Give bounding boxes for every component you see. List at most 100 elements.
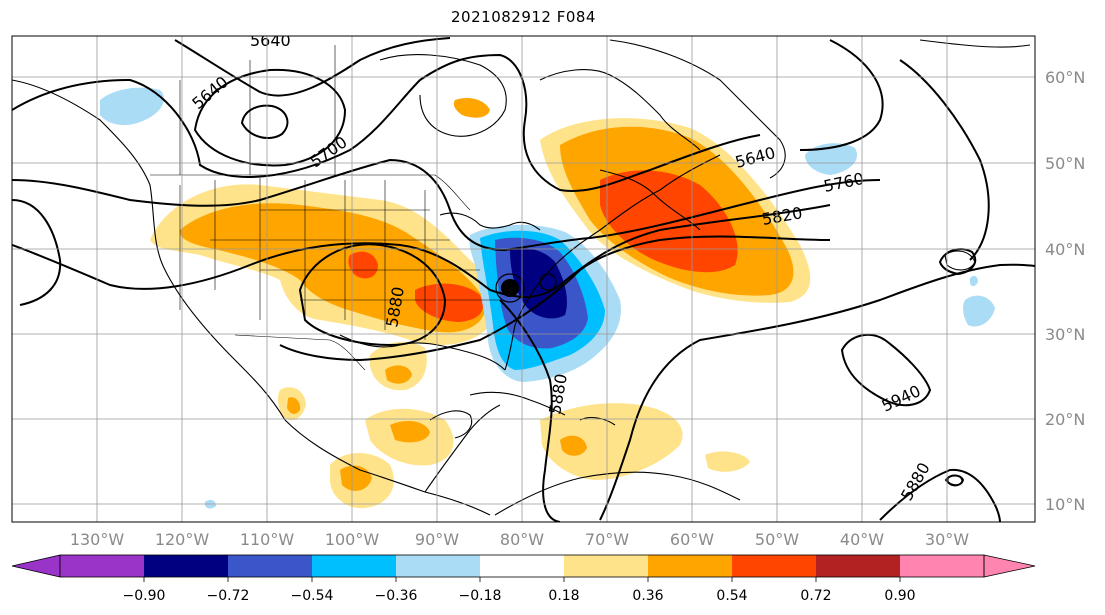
colorbar-segment — [312, 555, 396, 577]
contour-5880-small-azores — [938, 248, 977, 276]
lat-label: 30°N — [1045, 325, 1085, 344]
colorbar-tick-label: −0.72 — [207, 588, 250, 604]
colorbar-tick-label: 0.18 — [548, 588, 579, 604]
colorbar-tick-label: 0.72 — [800, 588, 831, 604]
positive-anomaly-light — [453, 98, 490, 118]
coastline-east-north-america — [514, 154, 721, 326]
map-content: 5640 5640 5700 5640 5760 5820 5880 5880 … — [12, 31, 1035, 522]
contour-5880-sw — [879, 468, 1001, 522]
coastline-hudson-bay — [379, 54, 507, 137]
contour-5880-center — [298, 243, 447, 347]
positive-anomaly-strong — [348, 251, 378, 279]
graticule — [12, 36, 1035, 522]
map-title: 2021082912 F084 — [451, 8, 596, 26]
lon-label: 130°W — [70, 530, 125, 549]
lon-label: 80°W — [500, 530, 544, 549]
colorbar-segment — [900, 555, 984, 577]
lon-label: 60°W — [670, 530, 714, 549]
colorbar-segment — [228, 555, 312, 577]
contour-5760 — [12, 158, 881, 252]
colorbar-ticks — [143, 577, 901, 582]
lon-label: 50°W — [755, 530, 799, 549]
lon-label: 120°W — [155, 530, 210, 549]
lon-label: 30°W — [925, 530, 969, 549]
positive-anomaly-light — [705, 451, 750, 472]
lon-label: 40°W — [840, 530, 884, 549]
lon-label: 100°W — [325, 530, 380, 549]
colorbar-tick-label: 0.54 — [716, 588, 747, 604]
positive-anomaly-medium — [560, 435, 587, 456]
lat-label: 20°N — [1045, 410, 1085, 429]
storm-center-marker — [501, 279, 519, 297]
colorbar-segment — [144, 555, 228, 577]
coastline-florida — [504, 324, 516, 371]
colorbar-segment — [732, 555, 816, 577]
colorbar-segment — [60, 555, 144, 577]
storm-center-contours — [495, 273, 557, 303]
political-boundaries — [150, 45, 500, 371]
coastlines — [12, 39, 1031, 516]
lat-label: 60°N — [1045, 68, 1085, 87]
colorbar-segment — [648, 555, 732, 577]
positive-anomaly-light — [540, 403, 683, 480]
coastline-south-america — [494, 471, 741, 516]
contour-west-lobe — [12, 199, 62, 306]
longitude-labels: 130°W 120°W 110°W 100°W 90°W 80°W 70°W 6… — [70, 530, 969, 549]
coastline-central-america — [424, 404, 501, 493]
contour-5820 — [12, 204, 831, 298]
lon-label: 70°W — [585, 530, 629, 549]
contour-5700 — [12, 53, 761, 192]
colorbar-tick-label: −0.90 — [123, 588, 166, 604]
negative-anomaly-light — [970, 275, 978, 287]
colorbar-segment — [564, 555, 648, 577]
lon-label: 110°W — [240, 530, 295, 549]
coastline-west-north-america — [12, 79, 286, 421]
map-frame — [11, 35, 1036, 523]
negative-anomaly-light — [100, 87, 164, 126]
colorbar-frame — [59, 554, 985, 578]
coastline-caribbean-cuba — [469, 391, 566, 416]
coastline-great-lakes — [439, 212, 541, 231]
positive-anomaly-medium — [340, 465, 372, 491]
lat-label: 40°N — [1045, 240, 1085, 259]
colorbar-segment — [816, 555, 900, 577]
lat-label: 50°N — [1045, 154, 1085, 173]
coastline-gulf-coast — [339, 334, 506, 371]
us-canada-border — [150, 174, 471, 211]
colorbar-extend-low — [11, 554, 61, 578]
positive-anomaly-strong — [600, 170, 738, 273]
colorbar-tick-label: −0.36 — [375, 588, 418, 604]
contour-5880-south — [279, 235, 831, 362]
colorbar-extend-high — [983, 554, 1036, 578]
colorbar: −0.90 −0.72 −0.54 −0.36 −0.18 0.18 0.36 … — [11, 554, 1036, 604]
positive-anomaly-medium — [287, 397, 301, 414]
contour-label: 5640 — [250, 31, 291, 50]
lat-label: 10°N — [1045, 495, 1085, 514]
negative-anomaly-light — [805, 143, 858, 175]
colorbar-segment — [480, 555, 564, 577]
colorbar-tick-label: 0.90 — [884, 588, 915, 604]
contour-5940-closed — [840, 333, 932, 407]
coastline-greenland — [609, 39, 786, 179]
contour-atlantic-north — [799, 39, 884, 151]
positive-anomaly-medium — [385, 365, 412, 384]
contour-5640-small — [240, 104, 289, 139]
colorbar-tick-labels: −0.90 −0.72 −0.54 −0.36 −0.18 0.18 0.36 … — [123, 588, 916, 604]
coastline-labrador — [539, 69, 701, 151]
colorbar-tick-label: −0.18 — [459, 588, 502, 604]
positive-anomaly-medium — [390, 420, 430, 443]
negative-anomaly-light — [963, 295, 995, 327]
contour-atlantic-arc — [899, 59, 990, 261]
coastline-gulf-of-mexico — [284, 419, 491, 516]
positive-anomaly-strong — [415, 283, 484, 322]
colorbar-tick-label: 0.36 — [632, 588, 663, 604]
contour-5880-cape — [944, 474, 965, 487]
colorbar-segment — [396, 555, 480, 577]
colorbar-tick-label: −0.54 — [291, 588, 334, 604]
coastline-greenland-east — [919, 39, 1031, 48]
contour-5640-north — [174, 37, 451, 97]
coastline-canadian-maritimes — [599, 169, 701, 231]
latitude-labels: 60°N 50°N 40°N 30°N 20°N 10°N — [1045, 68, 1085, 514]
mexico-border — [234, 334, 366, 371]
